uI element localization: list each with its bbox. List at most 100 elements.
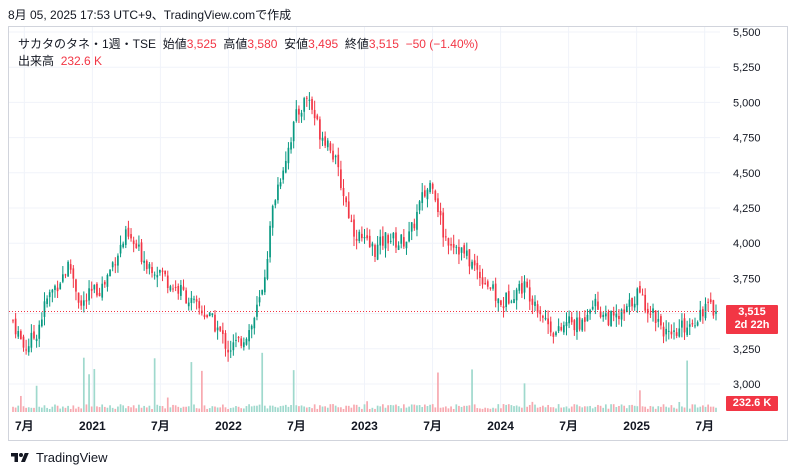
volume-bar — [382, 404, 384, 412]
candle-body — [513, 299, 515, 304]
candle-body — [531, 298, 534, 305]
candle-body — [135, 243, 138, 248]
candle-body — [279, 182, 282, 187]
volume-bar — [594, 406, 597, 412]
volume-bar — [41, 407, 43, 412]
volume-bar — [96, 406, 98, 412]
volume-bar — [644, 406, 647, 412]
candle-body — [455, 246, 458, 248]
volume-bar — [513, 406, 515, 412]
volume-bar — [704, 406, 707, 412]
y-tick-label: 3,750 — [733, 273, 761, 285]
change-value: −50 (−1.40%) — [405, 37, 479, 51]
candle-body — [515, 289, 518, 301]
volume-bar — [284, 404, 287, 412]
candle-body — [138, 244, 140, 247]
candle-body — [646, 308, 649, 314]
candle-body — [366, 235, 368, 239]
candle-body — [581, 319, 584, 331]
volume-value: 232.6 K — [60, 54, 103, 68]
candle-body — [392, 232, 395, 239]
volume-bar — [552, 407, 555, 412]
candle-body — [101, 283, 104, 298]
candle-body — [641, 294, 644, 296]
x-tick-label: 2025 — [623, 419, 650, 433]
candle-body — [109, 269, 111, 276]
volume-bar — [615, 407, 618, 412]
candle-body — [660, 316, 662, 326]
volume-bar — [240, 408, 243, 412]
candle-body — [319, 119, 321, 140]
candle-body — [707, 301, 709, 303]
volume-bar — [287, 406, 290, 412]
candle-body — [421, 192, 424, 204]
volume-bar — [667, 407, 670, 412]
volume-bar — [500, 408, 502, 412]
x-tick-label: 7月 — [15, 419, 34, 433]
volume-bar — [300, 405, 303, 412]
volume-bar — [355, 404, 358, 412]
volume-bar — [261, 352, 264, 412]
volume-bar — [646, 408, 649, 412]
candle-body — [80, 300, 83, 306]
volume-bar — [353, 404, 355, 412]
volume-bar — [35, 385, 38, 412]
candle-body — [657, 318, 660, 322]
volume-bar — [235, 406, 237, 412]
candle-body — [686, 327, 688, 335]
volume-bar — [303, 406, 306, 412]
candle-body — [536, 304, 539, 313]
volume-bar — [221, 404, 224, 412]
candle-body — [620, 309, 623, 320]
y-tick-label: 4,250 — [733, 203, 761, 215]
candle-body — [471, 261, 473, 269]
volume-bar — [442, 407, 445, 412]
volume-bar — [649, 406, 652, 412]
volume-bar — [473, 404, 476, 412]
candle-body — [284, 160, 287, 173]
candle-body — [670, 331, 673, 335]
tradingview-brand[interactable]: TradingView — [10, 450, 108, 465]
volume-bar — [392, 405, 395, 412]
candle-body — [33, 331, 35, 339]
volume-bar — [30, 407, 33, 412]
volume-bar — [610, 404, 612, 412]
volume-bar — [237, 406, 240, 412]
volume-bar — [408, 406, 410, 412]
volume-bar — [46, 407, 48, 412]
volume-bar — [458, 405, 460, 412]
candle-body — [494, 283, 497, 301]
volume-bar — [17, 405, 20, 412]
candle-body — [308, 99, 311, 101]
volume-bar — [321, 406, 324, 412]
volume-bar — [709, 406, 712, 412]
candle-body — [96, 283, 98, 296]
candle-body — [182, 286, 185, 290]
candle-body — [72, 268, 75, 279]
volume-bar — [242, 408, 245, 412]
volume-bar — [124, 408, 127, 412]
candle-body — [594, 298, 597, 307]
candle-body — [93, 284, 96, 290]
volume-bar — [329, 404, 332, 412]
volume-bar — [85, 404, 88, 412]
volume-bar — [132, 405, 135, 412]
candle-body — [41, 319, 43, 327]
candle-body — [633, 303, 636, 308]
candle-body — [117, 255, 119, 266]
volume-bar — [153, 358, 156, 412]
candle-body — [59, 283, 62, 290]
candle-body — [166, 275, 169, 288]
volume-bar — [484, 407, 487, 412]
volume-bar — [379, 406, 382, 412]
candle-body — [287, 147, 290, 164]
candle-body — [570, 317, 573, 323]
candle-body — [161, 270, 164, 272]
candle-body — [578, 317, 581, 330]
volume-bar — [363, 404, 366, 412]
volume-bar — [67, 405, 69, 412]
volume-bar — [27, 407, 30, 412]
candle-body — [206, 315, 208, 318]
volume-bar — [216, 407, 219, 412]
